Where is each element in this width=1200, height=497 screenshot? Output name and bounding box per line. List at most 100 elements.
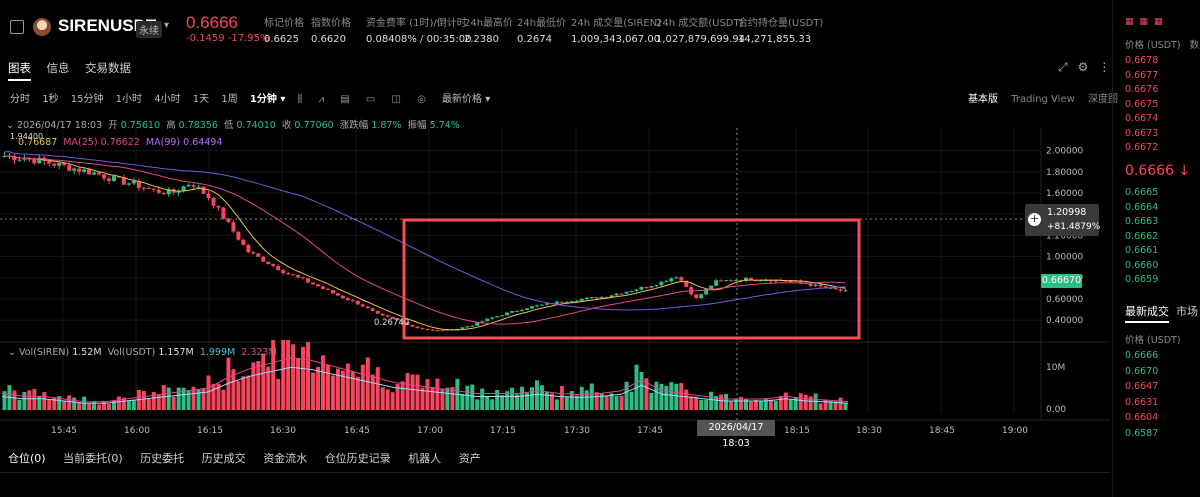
tab-open-orders[interactable]: 当前委托(0) — [63, 452, 123, 465]
bid-row[interactable]: 0.6665 — [1125, 187, 1159, 198]
ask-row[interactable]: 0.6676 — [1125, 84, 1159, 95]
ask-row[interactable]: 0.6677 — [1125, 70, 1159, 81]
trade-row: 0.6666 — [1125, 350, 1159, 361]
settings-icon[interactable]: ⚙ — [1077, 60, 1099, 74]
ask-row[interactable]: 0.6675 — [1125, 99, 1159, 110]
ohlc-readout: ⌄ 2026/04/17 18:03 开 0.75610 高 0.78356 低… — [6, 120, 460, 131]
volume-bar — [156, 394, 161, 410]
candle-body — [121, 177, 126, 185]
volume-bar — [27, 390, 32, 410]
bid-row[interactable]: 0.6661 — [1125, 245, 1159, 256]
volume-bar — [818, 403, 823, 410]
y-tick-label: 0.40000 — [1046, 316, 1083, 326]
interval-15m[interactable]: 15分钟 — [70, 94, 104, 105]
tab-position-history[interactable]: 仓位历史记录 — [324, 452, 391, 465]
expand-icon[interactable]: ⤢ — [1058, 60, 1078, 74]
tab-market[interactable]: 市场 — [1176, 305, 1198, 318]
bid-row[interactable]: 0.6663 — [1125, 216, 1159, 227]
volume-bar — [226, 357, 231, 410]
tab-positions[interactable]: 仓位(0) — [8, 452, 46, 465]
target-icon[interactable]: ◎ — [417, 94, 426, 105]
more-icon[interactable]: ⋮ — [1098, 60, 1121, 74]
interval-1w[interactable]: 1周 — [221, 94, 238, 105]
grid-menu-icon[interactable] — [10, 20, 24, 34]
tab-bots[interactable]: 机器人 — [408, 452, 442, 465]
candle-body — [594, 297, 599, 299]
bid-row[interactable]: 0.6664 — [1125, 202, 1159, 213]
candle-body — [470, 325, 475, 327]
view-basic[interactable]: 基本版 — [968, 94, 998, 105]
candle-body — [226, 218, 231, 223]
volume-bar — [823, 400, 828, 410]
volume-bar — [505, 391, 510, 410]
orderbook-layout-icons[interactable]: ▦▦▦ — [1125, 17, 1169, 27]
ask-row[interactable]: 0.6674 — [1125, 113, 1159, 124]
tab-trading-data[interactable]: 交易数据 — [85, 61, 131, 75]
candle-body — [320, 286, 325, 289]
layout-icon[interactable]: ▤ — [340, 94, 350, 105]
bid-row[interactable]: 0.6660 — [1125, 260, 1159, 271]
volume-bar — [236, 381, 241, 410]
candle-body — [843, 290, 848, 292]
interval-1m-dropdown[interactable]: 1分钟 ▾ — [249, 94, 286, 105]
drawing-icon[interactable]: ▭ — [365, 94, 376, 105]
candle-body — [763, 280, 768, 282]
volume-bar — [450, 387, 455, 410]
volume-bar — [201, 388, 206, 410]
price-type-dropdown[interactable]: 最新价格 ▾ — [442, 94, 491, 105]
volume-bar — [420, 387, 425, 410]
view-tradingview[interactable]: Trading View — [1011, 94, 1075, 105]
volume-bar — [57, 396, 62, 410]
candle-body — [87, 169, 92, 175]
crosshair-price-tag: + 1.20998 +81.4879% — [1025, 204, 1100, 236]
volume-bar — [72, 397, 77, 410]
volume-bar — [470, 384, 475, 410]
candle-body — [599, 296, 604, 299]
candle-body — [490, 317, 495, 319]
volume-bar — [196, 388, 201, 410]
tab-info[interactable]: 信息 — [46, 61, 70, 75]
bid-row[interactable]: 0.6659 — [1125, 274, 1159, 285]
stat-index-price: 指数价格 0.6620 — [311, 18, 351, 45]
view-depth[interactable]: 深度图 — [1087, 94, 1118, 105]
tab-trade-history[interactable]: 历史成交 — [201, 452, 246, 465]
tab-order-history[interactable]: 历史委托 — [140, 452, 185, 465]
volume-bar — [554, 399, 559, 410]
ask-row[interactable]: 0.6678 — [1125, 55, 1159, 66]
candle-body — [634, 289, 639, 292]
candle-body — [783, 280, 788, 282]
interval-1s[interactable]: 1秒 — [42, 94, 59, 105]
tab-latest-trades[interactable]: 最新成交 — [1125, 305, 1169, 323]
indicator-icon[interactable]: ⩘ — [318, 94, 325, 105]
x-tick-label: 17:15 — [490, 426, 516, 436]
symbol-name[interactable]: SIRENUSDT — [58, 16, 157, 35]
add-alert-icon[interactable]: + — [1028, 212, 1041, 226]
candle-body — [97, 172, 102, 175]
collapse-icon[interactable]: ⌄ — [6, 120, 17, 131]
chart-toolbar: 分时 1秒 15分钟 1小时 4小时 1天 1周 1分钟 ▾ ⫼ ⩘ ▤ ▭ ◫… — [10, 90, 1110, 105]
volume-bar — [510, 387, 515, 410]
interval-1h[interactable]: 1小时 — [115, 94, 143, 105]
interval-4h[interactable]: 4小时 — [154, 94, 181, 105]
ask-row[interactable]: 0.6672 — [1125, 142, 1159, 153]
volume-bar — [231, 369, 236, 410]
candle-body — [644, 287, 649, 289]
volume-bar — [574, 395, 579, 410]
volume-bar — [256, 360, 261, 410]
tab-assets[interactable]: 资产 — [458, 452, 481, 465]
chevron-down-icon[interactable]: ▾ — [164, 20, 170, 31]
tab-chart[interactable]: 图表 — [8, 60, 31, 81]
x-tick-label: 18:45 — [929, 426, 955, 436]
candle-body — [281, 270, 286, 274]
ask-row[interactable]: 0.6673 — [1125, 128, 1159, 139]
tab-funding-flow[interactable]: 资金流水 — [263, 452, 308, 465]
candle-body — [311, 282, 316, 285]
camera-icon[interactable]: ◫ — [391, 94, 401, 105]
volume-bar — [599, 393, 604, 410]
interval-timeline[interactable]: 分时 — [10, 94, 30, 105]
candle-type-icon[interactable]: ⫼ — [297, 94, 303, 105]
bid-row[interactable]: 0.6662 — [1125, 231, 1159, 242]
price-chart[interactable]: 2.000001.800001.600001.400001.200001.000… — [0, 128, 1110, 438]
volume-bar — [778, 395, 783, 410]
interval-1d[interactable]: 1天 — [192, 94, 210, 105]
